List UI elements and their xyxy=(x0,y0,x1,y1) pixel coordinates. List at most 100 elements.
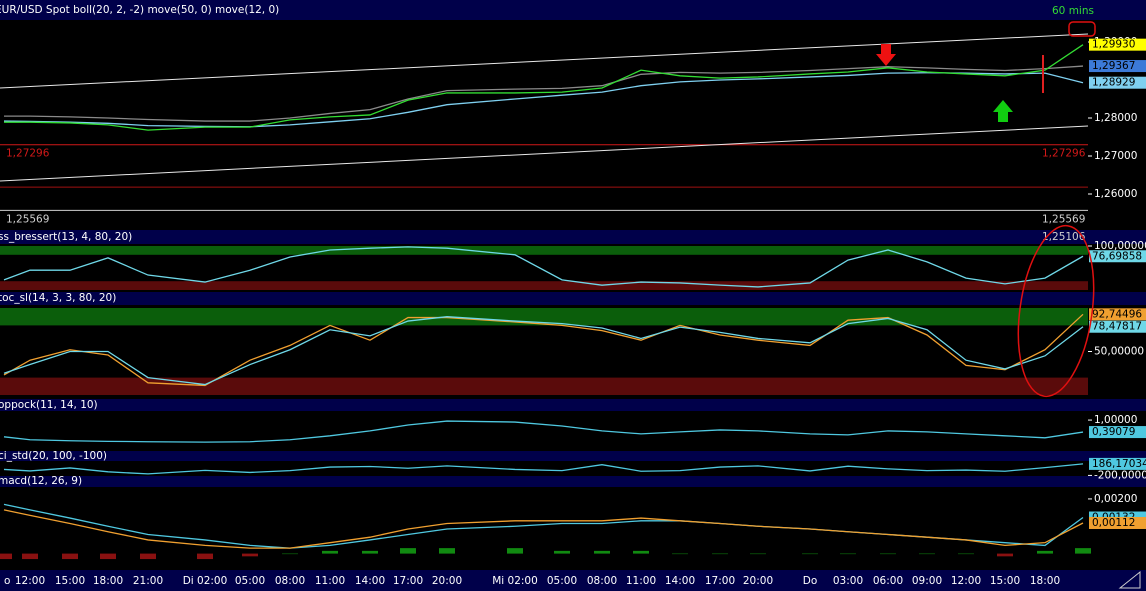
y-tick-label: 1,26000 xyxy=(1094,188,1137,200)
last-value-label: 1,29367 xyxy=(1092,60,1135,72)
x-tick-label: 18:00 xyxy=(93,575,123,587)
panel-title: EUR/USD Spot boll(20, 2, -2) move(50, 0)… xyxy=(0,4,279,16)
last-value-label: 92,74496 xyxy=(1092,308,1142,320)
last-value-label: 0,39079 xyxy=(1092,426,1135,438)
resize-grip xyxy=(1118,570,1141,589)
trend-line xyxy=(0,125,1089,182)
x-tick-label: 06:00 xyxy=(873,575,903,587)
histogram-bar xyxy=(507,548,523,554)
x-tick-label: 08:00 xyxy=(587,575,617,587)
histogram-bar xyxy=(997,553,1013,557)
header-bar xyxy=(0,476,1146,487)
x-tick-label: 14:00 xyxy=(355,575,385,587)
histogram-bar xyxy=(197,553,213,560)
panel-title: ss_bressert(13, 4, 80, 20) xyxy=(0,231,132,243)
histogram-bar xyxy=(22,553,38,560)
x-tick-label: 20:00 xyxy=(743,575,773,587)
panel-title: macd(12, 26, 9) xyxy=(0,475,82,487)
time-axis-bar xyxy=(0,570,1146,591)
last-value-box xyxy=(1089,38,1146,51)
x-tick-label: 05:00 xyxy=(235,575,265,587)
histogram-bar xyxy=(362,550,378,554)
x-tick-label: 20:00 xyxy=(432,575,462,587)
x-tick-label: 18:00 xyxy=(1030,575,1060,587)
histogram-bar xyxy=(0,553,12,560)
last-value-box xyxy=(1089,457,1146,470)
histogram-bar xyxy=(633,550,649,554)
zone xyxy=(0,246,1088,255)
histogram-bar xyxy=(140,553,156,560)
header-bar xyxy=(0,292,1146,305)
last-value-label: 1,29930 xyxy=(1092,39,1135,51)
header-bar xyxy=(0,230,1146,244)
histogram-bar xyxy=(672,553,688,555)
x-tick-label: Di 02:00 xyxy=(183,575,228,587)
x-tick-label: 12:00 xyxy=(15,575,45,587)
series-line xyxy=(3,246,1084,288)
x-tick-label: 11:00 xyxy=(315,575,345,587)
panel-title: ci_std(20, 100, -100) xyxy=(0,450,107,462)
histogram-bar xyxy=(400,548,416,554)
last-value-box xyxy=(1089,320,1146,333)
histogram-bar xyxy=(62,553,78,560)
annotations xyxy=(0,21,1141,589)
y-tick-label: 1,27000 xyxy=(1094,150,1137,162)
trend-line xyxy=(0,33,1089,89)
x-tick-label: 14:00 xyxy=(665,575,695,587)
header-bar xyxy=(0,451,1146,461)
histogram-bar xyxy=(100,553,116,560)
header-bar xyxy=(0,399,1146,411)
last-value-box xyxy=(1089,516,1146,529)
highlight-ellipse xyxy=(1017,224,1095,398)
highlight-box xyxy=(1068,21,1096,37)
x-tick-label: Mi 02:00 xyxy=(492,575,538,587)
histogram-bar xyxy=(1075,548,1091,554)
histogram-bar xyxy=(282,553,298,555)
histogram-bar xyxy=(802,553,818,555)
histogram-bar xyxy=(880,553,896,555)
series-line xyxy=(3,313,1084,387)
y-tick-label: 1,00000 xyxy=(1094,414,1137,426)
zone xyxy=(0,308,1088,326)
last-value-box xyxy=(1089,426,1146,439)
histogram-bar xyxy=(919,553,935,555)
down-arrow xyxy=(876,44,896,66)
panel-title: oppock(11, 14, 10) xyxy=(0,399,98,411)
x-tick-label: 21:00 xyxy=(133,575,163,587)
last-value-box xyxy=(1089,250,1146,263)
x-tick-label: 03:00 xyxy=(833,575,863,587)
x-tick-label: Do xyxy=(803,575,818,587)
last-value-box xyxy=(1089,60,1146,73)
series-line xyxy=(3,316,1084,386)
y-tick-label: 50,00000 xyxy=(1094,346,1144,358)
x-tick-label: o xyxy=(4,575,10,587)
panel-title: toc_sl(14, 3, 3, 80, 20) xyxy=(0,292,116,304)
header-bar xyxy=(0,0,1146,20)
up-arrow xyxy=(993,100,1013,122)
last-value-label: 76,69858 xyxy=(1092,250,1142,262)
x-tick-label: 17:00 xyxy=(393,575,423,587)
last-value-box xyxy=(1089,308,1146,321)
x-tick-label: 11:00 xyxy=(626,575,656,587)
histogram-bar xyxy=(712,553,728,555)
histogram-bar xyxy=(958,553,974,555)
x-tick-label: 12:00 xyxy=(951,575,981,587)
histogram-bar xyxy=(439,548,455,554)
level-label: 1,27296 xyxy=(6,148,50,160)
y-tick-label: 0,00200 xyxy=(1094,493,1137,505)
level-label: 1,25569 xyxy=(1042,213,1085,225)
x-tick-label: 15:00 xyxy=(990,575,1020,587)
histogram-bar xyxy=(242,553,258,557)
y-tick-label: 100,00000 xyxy=(1094,240,1146,252)
series-line xyxy=(4,65,1084,122)
series-line xyxy=(3,463,1084,475)
series-line xyxy=(4,44,1084,131)
timeframe: 60 mins xyxy=(1052,5,1094,17)
last-value-label: 0,00112 xyxy=(1092,517,1135,529)
zone xyxy=(0,281,1088,290)
last-value-label: 186,17034 xyxy=(1092,458,1146,470)
histogram-bar xyxy=(594,550,610,554)
x-tick-label: 05:00 xyxy=(547,575,577,587)
